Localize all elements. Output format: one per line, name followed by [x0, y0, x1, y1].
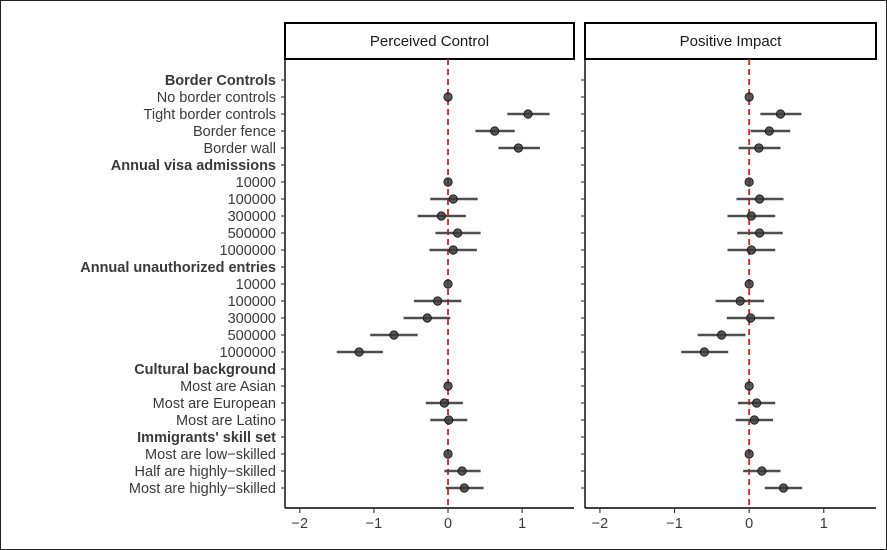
group-header-label: Annual unauthorized entries [80, 260, 276, 276]
x-tick-label: 0 [444, 516, 452, 532]
point-estimate [764, 126, 774, 136]
row-label: 10000 [236, 277, 276, 293]
point-estimate [746, 211, 756, 221]
row-label: Half are highly−skilled [135, 464, 276, 480]
point-estimate [513, 143, 524, 153]
panel-strip [284, 22, 575, 60]
x-tick-label: 0 [745, 516, 753, 532]
point-estimate [443, 177, 453, 187]
point-estimate [354, 347, 364, 357]
point-estimate [735, 296, 745, 306]
point-estimate [523, 109, 533, 119]
row-label: Most are Asian [180, 379, 276, 395]
point-estimate [716, 330, 727, 340]
x-tick-label: 1 [820, 516, 828, 532]
row-label: 300000 [228, 311, 276, 327]
point-estimate [744, 92, 754, 102]
point-estimate [443, 381, 453, 391]
point-estimate [699, 347, 709, 357]
point-estimate [422, 313, 432, 323]
x-tick-label: −1 [666, 516, 683, 532]
point-estimate [775, 109, 786, 119]
point-estimate [757, 466, 767, 476]
point-estimate [448, 194, 458, 204]
point-estimate [744, 177, 754, 187]
point-estimate [448, 245, 458, 255]
row-label: Tight border controls [144, 107, 276, 123]
panel-strip [584, 22, 877, 60]
point-estimate [389, 330, 399, 340]
point-estimate [752, 398, 762, 408]
row-label: 500000 [228, 328, 276, 344]
row-label: 500000 [228, 226, 276, 242]
point-estimate [754, 228, 765, 238]
point-estimate [744, 449, 754, 459]
point-estimate [444, 415, 454, 425]
point-estimate [746, 245, 756, 255]
row-label: 10000 [236, 175, 276, 191]
x-tick-label: −1 [366, 516, 383, 532]
row-label: Border wall [203, 141, 276, 157]
point-estimate [744, 279, 754, 289]
row-label: Most are highly−skilled [129, 481, 276, 497]
row-label: Most are low−skilled [145, 447, 276, 463]
x-tick-label: −2 [292, 516, 309, 532]
point-estimate [433, 296, 443, 306]
x-tick-label: 1 [518, 516, 526, 532]
point-estimate [457, 466, 467, 476]
row-label: Most are Latino [176, 413, 276, 429]
point-estimate [490, 126, 500, 136]
row-label: Most are European [153, 396, 276, 412]
point-estimate [443, 279, 453, 289]
point-estimate [754, 194, 765, 204]
row-label: 100000 [228, 192, 276, 208]
point-estimate [749, 415, 759, 425]
row-label: Border fence [193, 124, 276, 140]
point-estimate [439, 398, 449, 408]
point-estimate [443, 92, 453, 102]
point-estimate [459, 483, 469, 493]
point-estimate [778, 483, 789, 493]
group-header-label: Cultural background [134, 362, 276, 378]
point-estimate [436, 211, 446, 221]
point-estimate [754, 143, 764, 153]
group-header-label: Annual visa admissions [111, 158, 276, 174]
point-estimate [744, 381, 754, 391]
row-label: 300000 [228, 209, 276, 225]
panel-title: Positive Impact [680, 33, 783, 50]
row-label: No border controls [157, 90, 276, 106]
point-estimate [746, 313, 756, 323]
point-estimate [453, 228, 463, 238]
panel-title: Perceived Control [370, 33, 489, 50]
row-label: 1000000 [220, 243, 276, 259]
group-header-label: Border Controls [165, 73, 276, 89]
group-header-label: Immigrants' skill set [137, 430, 276, 446]
row-label: 100000 [228, 294, 276, 310]
row-label: 1000000 [220, 345, 276, 361]
x-tick-label: −2 [592, 516, 609, 532]
point-estimate [443, 449, 453, 459]
